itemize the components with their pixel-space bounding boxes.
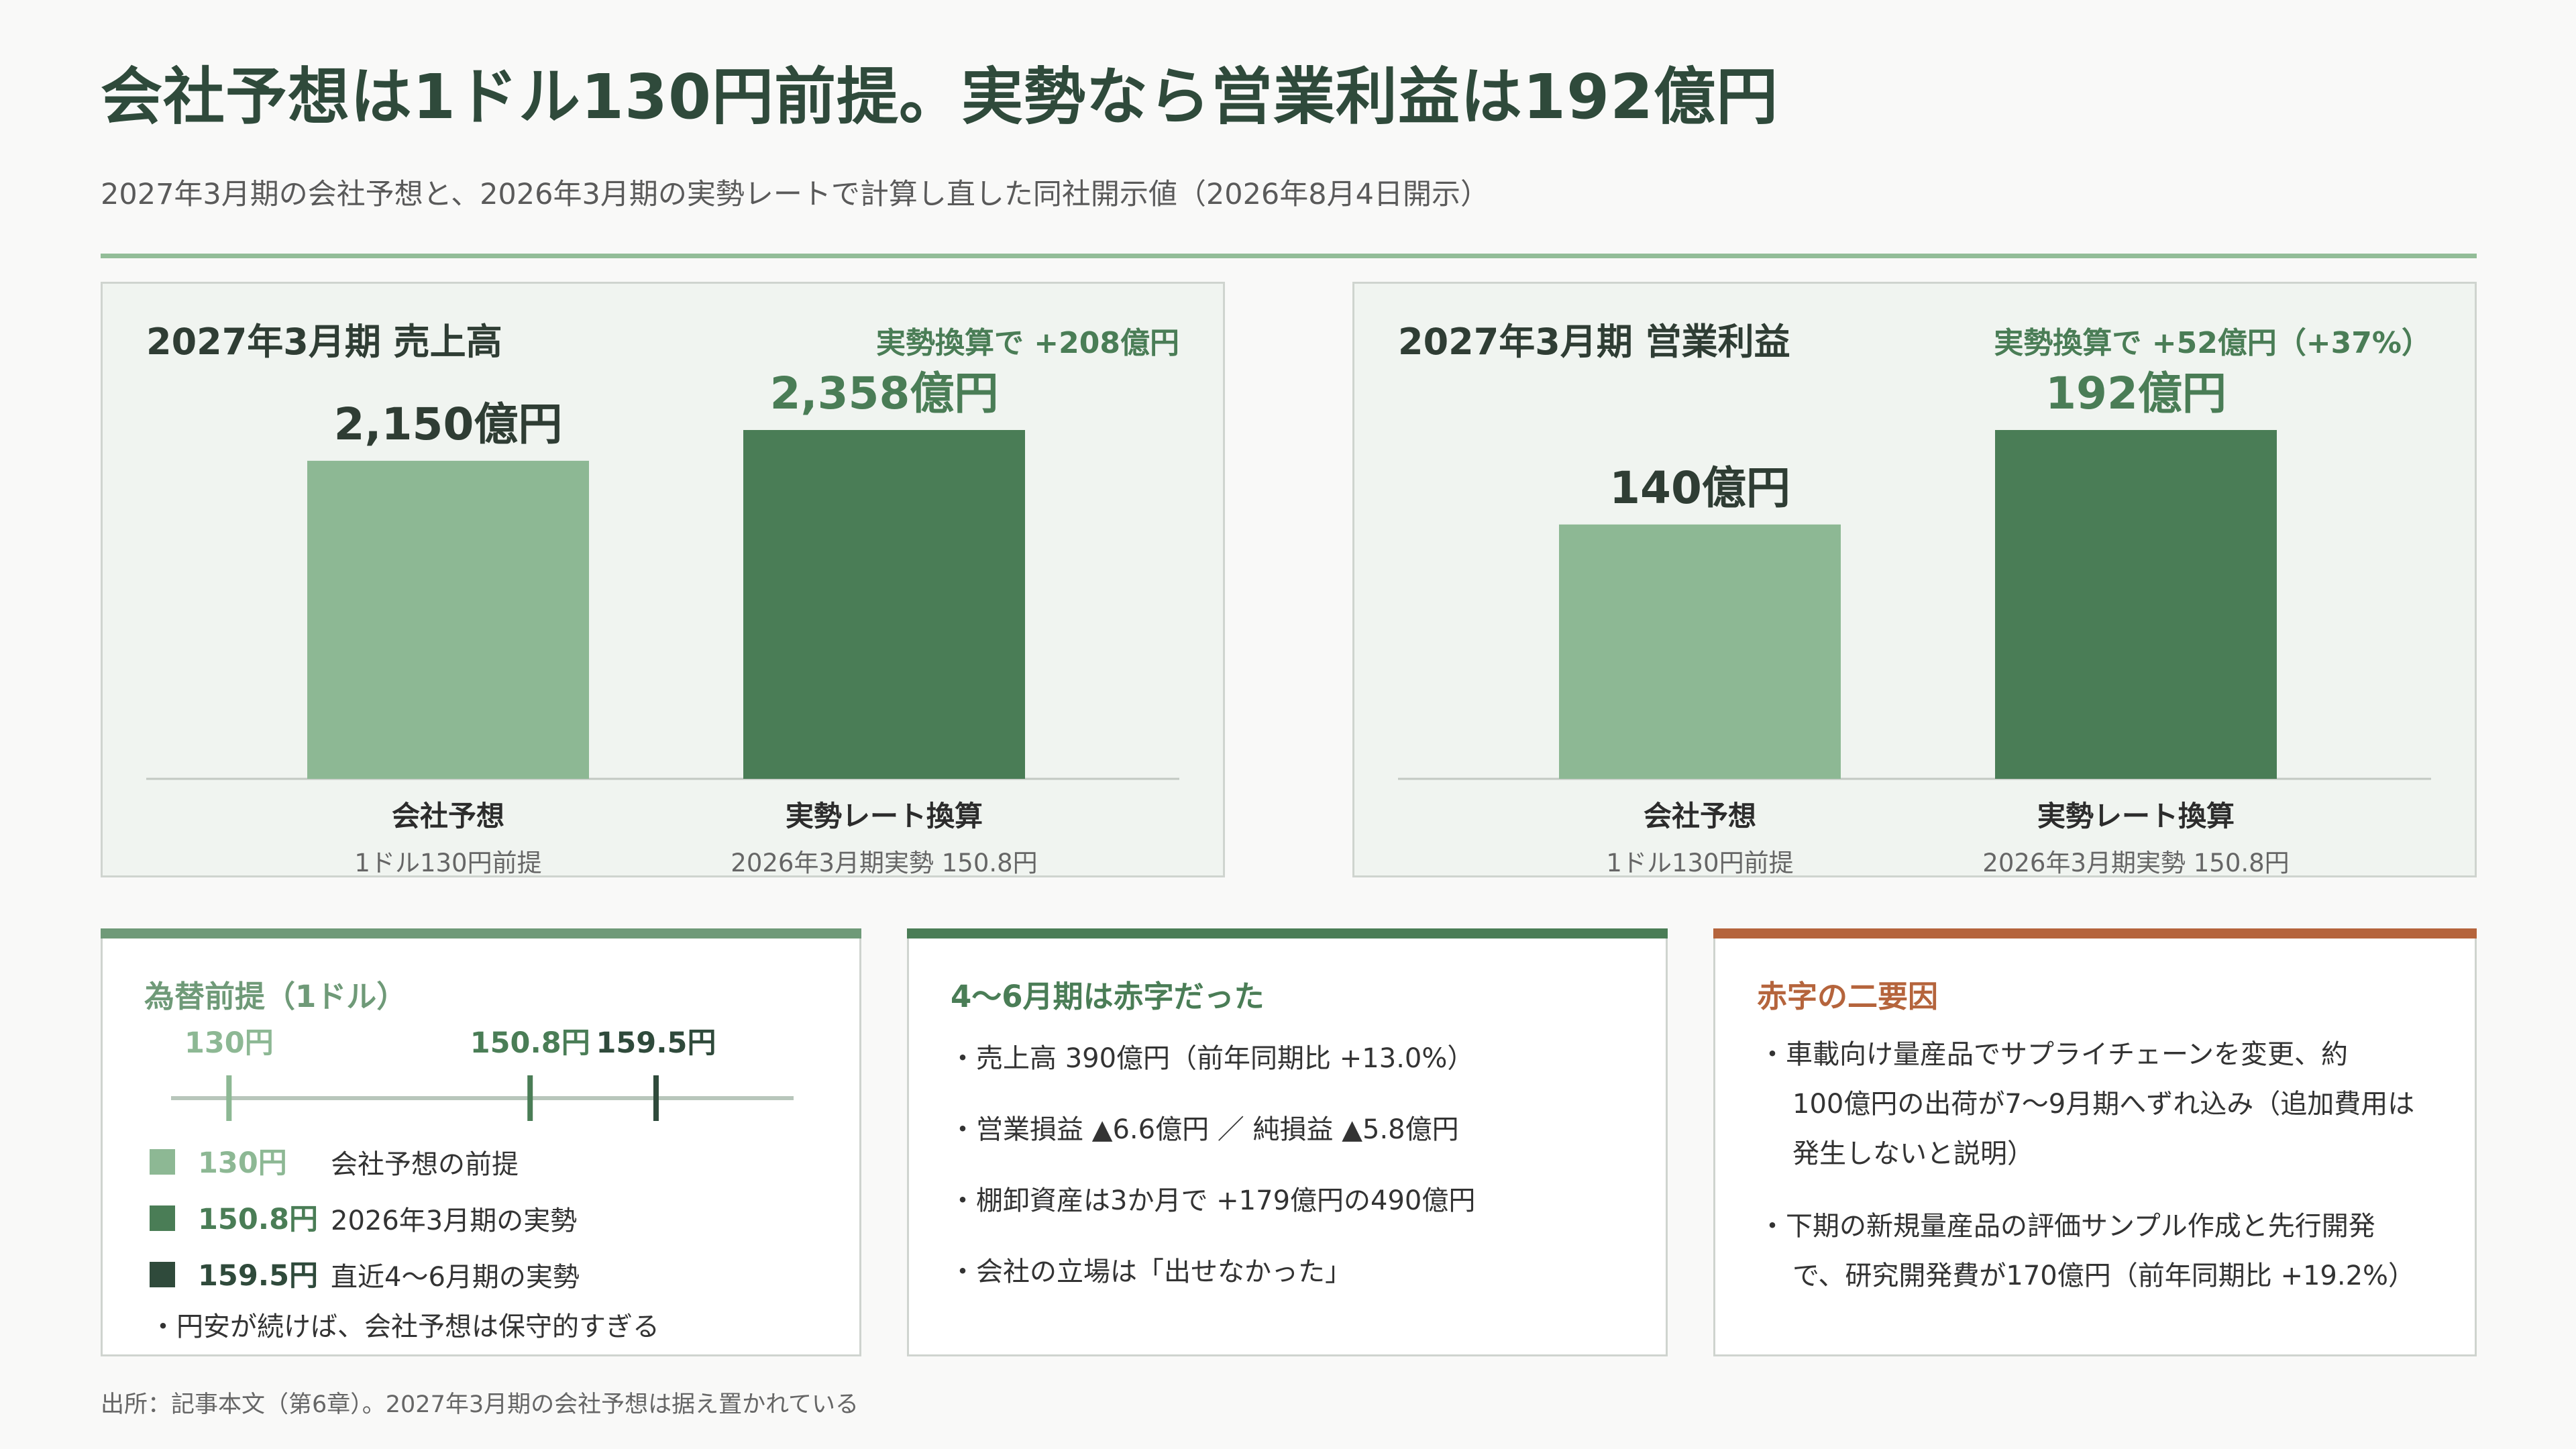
sales-chart-delta: 実勢換算で +208億円 — [875, 326, 1179, 360]
page-title: 会社予想は1ドル130円前提。実勢なら営業利益は192億円 — [101, 61, 1779, 133]
header-divider — [101, 254, 2477, 258]
sales-chart-panel: 2027年3月期 売上高 実勢換算で +208億円 2,150億円会社予想 1ドル… — [101, 282, 1225, 877]
operating-profit-chart-delta: 実勢換算で +52億円（+37%） — [1994, 326, 2431, 360]
sales-category-note: 2026年3月期実勢 150.8円 — [731, 849, 1037, 875]
loss-card-title: 4〜6月期は赤字だった — [951, 979, 1265, 1014]
cause-bullet-line: ・車載向け量産品でサプライチェーンを変更、約 — [1759, 1039, 2348, 1070]
sales-category-note: 1ドル130円前提 — [354, 849, 541, 875]
fx-legend-value: 150.8円 — [198, 1203, 319, 1236]
operating-profit-chart-panel: 2027年3月期 営業利益 実勢換算で +52億円（+37%） 140億円会社予… — [1352, 282, 2477, 877]
card-accent-bar — [1713, 928, 2477, 938]
sales-bar — [307, 460, 589, 779]
cause-bullet: ・車載向け量産品でサプライチェーンを変更、約 100億円の出荷が7〜9月期へずれ… — [1759, 1030, 2430, 1179]
fx-legend-swatch — [150, 1262, 175, 1287]
card-accent-bar — [101, 928, 861, 938]
source-note: 出所：記事本文（第6章）。2027年3月期の会社予想は据え置かれている — [101, 1391, 859, 1418]
operating-profit-bar — [1995, 430, 2277, 779]
fx-card-title: 為替前提（1ドル） — [144, 979, 407, 1014]
fx-legend-label: 直近4〜6月期の実勢 — [331, 1262, 580, 1293]
sales-bar — [743, 430, 1025, 779]
fx-legend-value: 130円 — [198, 1146, 287, 1180]
fx-scale-label: 130円 — [184, 1026, 274, 1060]
fx-legend-swatch — [150, 1149, 175, 1175]
fx-legend-swatch — [150, 1205, 175, 1231]
operating-profit-value-label: 192億円 — [2045, 368, 2226, 419]
sales-chart-title: 2027年3月期 売上高 — [146, 321, 502, 363]
fx-legend-label: 会社予想の前提 — [331, 1149, 519, 1180]
fx-scale-label: 159.5円 — [596, 1026, 716, 1060]
operating-profit-category-label: 会社予想 — [1644, 800, 1756, 833]
fx-note: ・円安が続けば、会社予想は保守的すぎる — [150, 1311, 659, 1342]
operating-profit-value-label: 140億円 — [1609, 462, 1790, 514]
fx-rate-scale: 130円 150.8円 159.5円 — [171, 1026, 794, 1121]
fx-assumption-card: 為替前提（1ドル） 130円 150.8円 159.5円 130円 会社予想の前提 … — [101, 928, 861, 1356]
loss-causes-card: 赤字の二要因 ・車載向け量産品でサプライチェーンを変更、約 100億円の出荷が7… — [1713, 928, 2477, 1356]
cause-bullet-line: ・下期の新規量産品の評価サンプル作成と先行開発 — [1759, 1211, 2375, 1242]
loss-bullet: ・売上高 390億円（前年同期比 +13.0%） — [949, 1043, 1474, 1074]
cause-bullet-line: で、研究開発費が170億円（前年同期比 +19.2%） — [1792, 1260, 2416, 1291]
operating-profit-chart-title: 2027年3月期 営業利益 — [1398, 321, 1790, 363]
sales-category-label: 実勢レート換算 — [786, 800, 983, 833]
operating-profit-category-note: 1ドル130円前提 — [1606, 849, 1793, 875]
loss-bullet: ・営業損益 ▲6.6億円 ／ 純損益 ▲5.8億円 — [949, 1114, 1459, 1145]
cause-bullet: ・下期の新規量産品の評価サンプル作成と先行開発 で、研究開発費が170億円（前年… — [1759, 1201, 2430, 1301]
operating-profit-category-note: 2026年3月期実勢 150.8円 — [1982, 849, 2289, 875]
cause-card-title: 赤字の二要因 — [1757, 979, 1939, 1014]
sales-value-label: 2,150億円 — [334, 398, 563, 450]
sales-value-label: 2,358億円 — [770, 368, 999, 419]
card-accent-bar — [907, 928, 1668, 938]
operating-profit-category-label: 実勢レート換算 — [2037, 800, 2235, 833]
fx-legend-value: 159.5円 — [198, 1259, 319, 1293]
operating-profit-bar — [1559, 524, 1841, 779]
cause-bullet-line: 発生しないと説明） — [1792, 1138, 2034, 1169]
loss-bullet: ・会社の立場は「出せなかった」 — [949, 1256, 1352, 1287]
loss-bullet: ・棚卸資産は3か月で +179億円の490億円 — [949, 1185, 1476, 1216]
q1-loss-card: 4〜6月期は赤字だった ・売上高 390億円（前年同期比 +13.0%） ・営業… — [907, 928, 1668, 1356]
page-subtitle: 2027年3月期の会社予想と、2026年3月期の実勢レートで計算し直した同社開示… — [101, 178, 1490, 211]
fx-scale-label: 150.8円 — [470, 1026, 590, 1060]
cause-bullet-line: 100億円の出荷が7〜9月期へずれ込み（追加費用は — [1792, 1089, 2415, 1120]
fx-legend-label: 2026年3月期の実勢 — [331, 1205, 578, 1236]
sales-category-label: 会社予想 — [392, 800, 504, 833]
